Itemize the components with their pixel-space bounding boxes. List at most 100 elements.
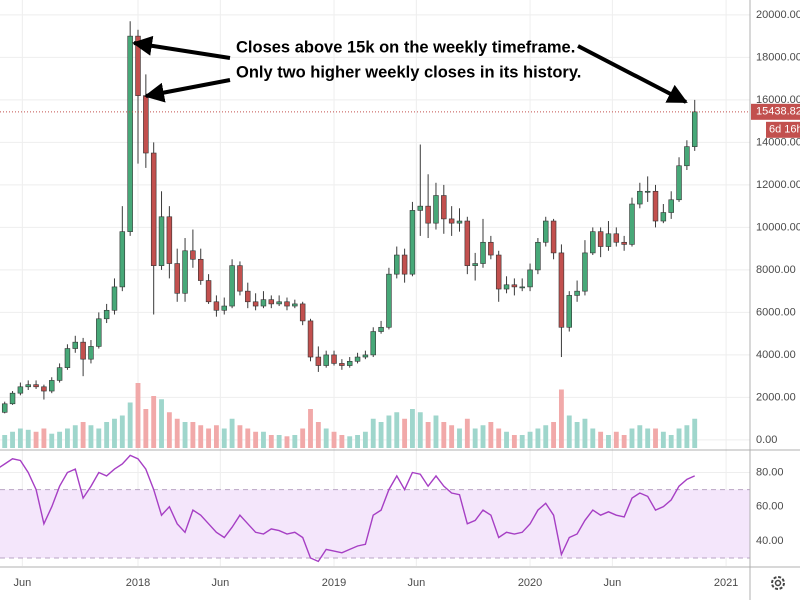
y-tick-label: 14000.00 (756, 136, 800, 148)
candle-body (668, 199, 674, 213)
candle-body (56, 367, 63, 381)
volume-bar (676, 428, 682, 448)
candle-body (644, 190, 651, 193)
candle-body (96, 318, 102, 347)
volume-bar (323, 428, 329, 448)
volume-bar (2, 435, 8, 448)
volume-bar (119, 415, 125, 448)
candle-body (315, 356, 322, 366)
candle-body (495, 254, 502, 290)
candle-body (472, 263, 478, 266)
y-tick-label: 8000.00 (756, 264, 796, 276)
candle-body (9, 392, 16, 405)
volume-bar (339, 435, 345, 448)
candle-body (64, 348, 71, 368)
x-tick-label: Jun (13, 577, 31, 589)
volume-bar (362, 431, 368, 448)
volume-bar (261, 431, 266, 448)
x-tick-label: 2021 (714, 577, 738, 589)
candle-body (158, 216, 165, 266)
volume-bar (174, 418, 180, 448)
volume-bar (135, 383, 141, 448)
volume-bar (308, 409, 313, 448)
last-price-tag (751, 103, 800, 120)
y-tick-label: 40.00 (756, 535, 784, 547)
y-tick-label: 20000.00 (756, 9, 800, 21)
candle-body (17, 386, 24, 394)
volume-bar (88, 425, 94, 448)
annotation-arrow (577, 44, 688, 104)
candle-body (174, 263, 180, 294)
y-tick-label: 4000.00 (756, 349, 796, 361)
volume-bar (692, 418, 698, 448)
candle-body (621, 241, 627, 245)
candle-body (582, 252, 588, 292)
candle-body (119, 231, 126, 288)
volume-bar (566, 415, 572, 448)
candle-body (229, 265, 235, 307)
candle-body (558, 252, 565, 328)
volume-bar (519, 435, 525, 448)
x-tick-label: Jun (604, 577, 622, 589)
volume-bar (104, 422, 110, 448)
volume-bar (613, 431, 619, 448)
volume-bar (504, 431, 509, 448)
candle-body (590, 231, 596, 254)
candle-body (1, 403, 8, 413)
volume-bar (621, 435, 627, 448)
candle-body (652, 190, 659, 222)
volume-bar (558, 389, 564, 448)
y-tick-label: 10000.00 (756, 221, 800, 233)
volume-bar (182, 422, 188, 448)
countdown-label: 6d 16h (769, 124, 800, 136)
candle-body (433, 195, 439, 224)
volume-bar (41, 428, 47, 448)
candle-body (550, 220, 557, 254)
volume-bar (65, 428, 70, 448)
volume-bar (668, 435, 674, 448)
candle-body (307, 320, 314, 358)
candle-body (127, 35, 133, 232)
candle-body (566, 295, 572, 328)
candle-body (488, 241, 494, 256)
candle-body (252, 301, 259, 307)
volume-bar (331, 431, 337, 448)
volume-bar (237, 425, 243, 448)
volume-bar (590, 428, 596, 448)
settings-icon[interactable] (771, 576, 785, 590)
volume-bar (347, 436, 353, 448)
volume-bar (213, 425, 219, 448)
volume-bar (457, 428, 462, 448)
volume-bar (300, 428, 306, 448)
candle-body (480, 241, 486, 264)
candle-body (143, 95, 149, 154)
candle-body (245, 290, 251, 303)
volume-bar (245, 428, 251, 448)
candle-body (519, 286, 525, 289)
volume-bar (33, 431, 39, 448)
volume-bar (480, 425, 486, 448)
candle-body (691, 111, 698, 147)
volume-bar (57, 431, 63, 448)
candle-body (276, 301, 282, 305)
annotation-arrow (144, 78, 231, 103)
candle-body (527, 269, 533, 288)
y-tick-label: 2000.00 (756, 391, 796, 403)
volume-bar (527, 431, 533, 448)
grid (0, 0, 750, 566)
candle-body (190, 250, 196, 260)
x-tick-label: Jun (211, 577, 229, 589)
volume-bar (441, 422, 447, 448)
volume-bar (386, 415, 392, 448)
candle-body (401, 254, 408, 275)
candle-body (299, 303, 306, 322)
rsi-layer (0, 454, 695, 563)
volume-bar (151, 396, 157, 448)
volume-bar (198, 425, 204, 448)
volume-bar (166, 412, 172, 448)
y-tick-label: 6000.00 (756, 306, 796, 318)
volume-bar (660, 431, 666, 448)
volume-bar (80, 422, 86, 448)
volume-bar (143, 409, 149, 448)
